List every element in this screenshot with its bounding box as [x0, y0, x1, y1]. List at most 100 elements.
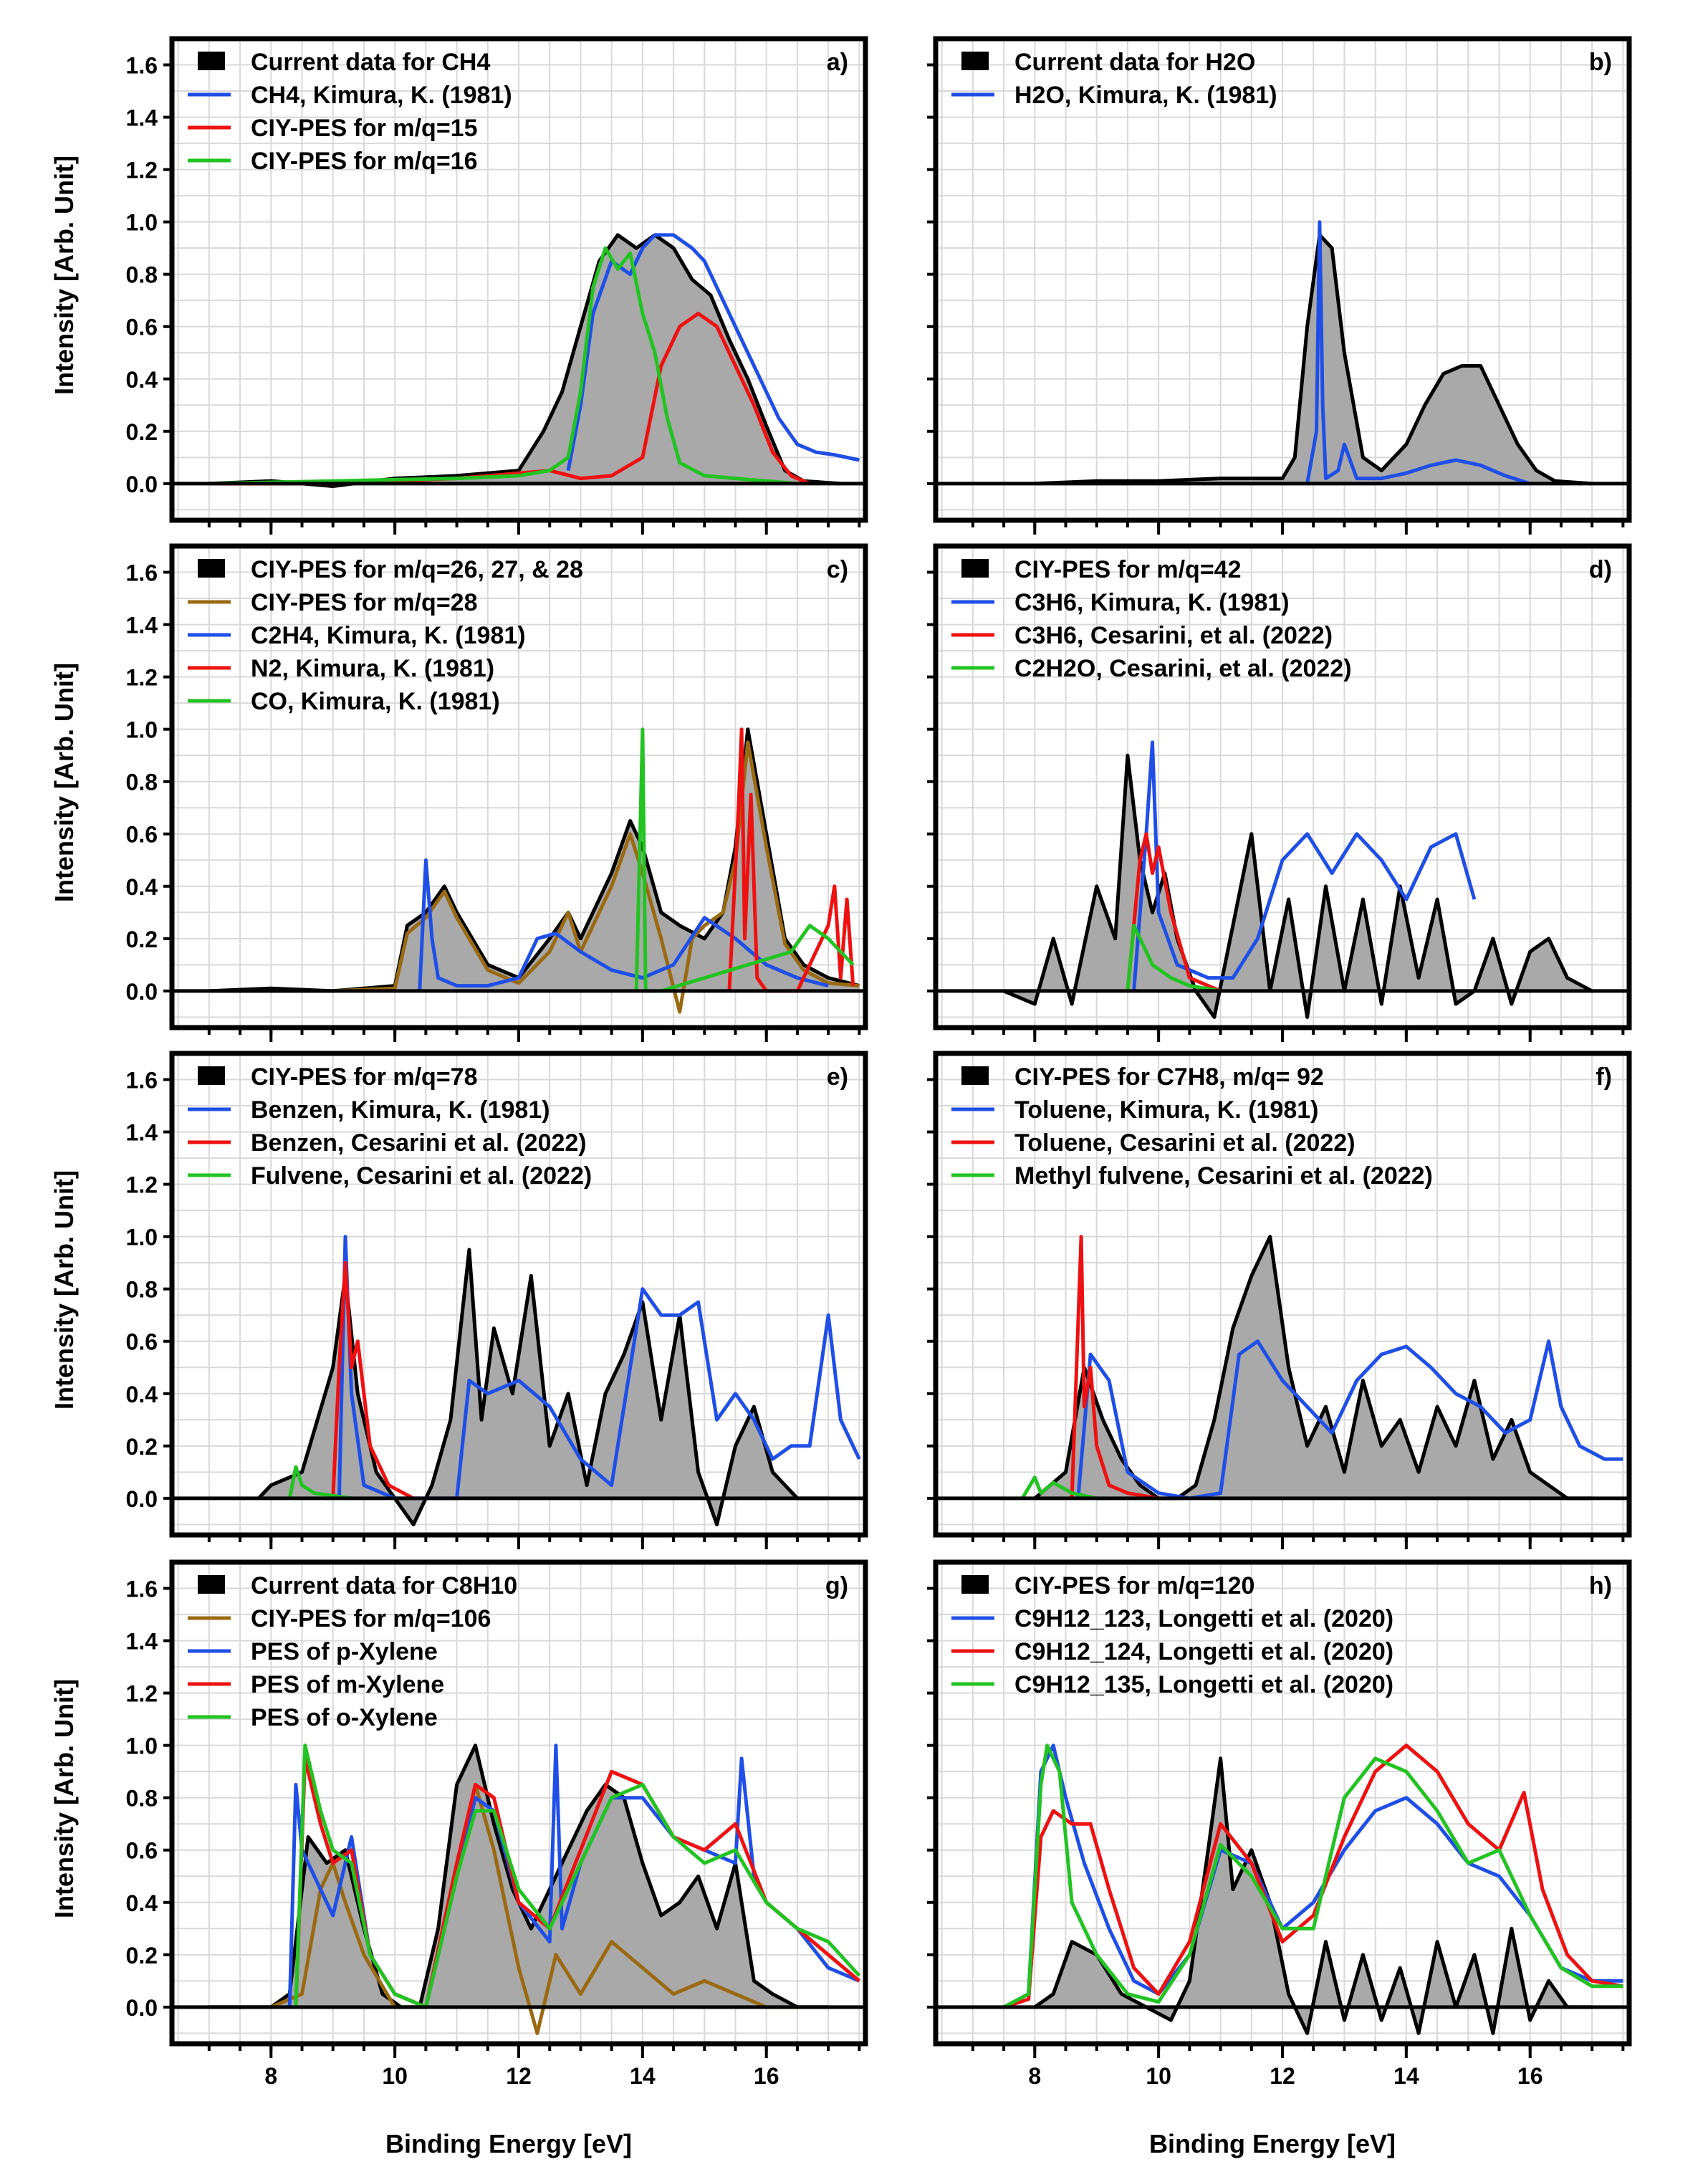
panel-label: d): [1589, 556, 1612, 583]
y-tick-label: 0.2: [126, 1434, 158, 1460]
y-tick-label: 0.2: [126, 419, 158, 445]
y-tick-label: 0.8: [126, 1277, 158, 1303]
legend-fill-swatch: [198, 1575, 225, 1594]
legend-fill-swatch: [961, 559, 989, 578]
panel-g: 0.0 0.2 0.4 0.6 0.8 1.0 1.2 1.4 1.6 8 10 12 14 16 Curr…: [126, 1559, 868, 2089]
x-tick-label: 10: [1146, 2063, 1171, 2089]
legend-label: Current data for CH4: [251, 49, 490, 76]
legend-label: N2, Kimura, K. (1981): [251, 655, 494, 682]
y-tick-label: 0.8: [126, 1786, 158, 1812]
y-tick-label: 1.6: [126, 53, 158, 79]
series-area: [259, 1249, 829, 1525]
legend-label: Fulvene, Cesarini et al. (2022): [251, 1162, 592, 1190]
series-line: [1070, 1235, 1159, 1501]
y-tick-label: 1.2: [126, 1172, 158, 1198]
series-line: [287, 1743, 860, 2009]
y-tick-label: 1.4: [126, 1120, 158, 1146]
legend-label: Current data for C8H10: [251, 1572, 517, 1599]
legend-label: Toluene, Cesarini et al. (2022): [1014, 1129, 1356, 1157]
y-tick-label: 0.2: [126, 927, 158, 952]
y-axis-label: Intensity [Arb. Unit]: [49, 663, 79, 902]
x-axis-label: Binding Energy [eV]: [1149, 2129, 1396, 2158]
legend-label: CIY-PES for m/q=26, 27, & 28: [251, 556, 583, 583]
panel-label: e): [827, 1063, 848, 1091]
panel-label: b): [1589, 49, 1612, 76]
y-tick-label: 1.0: [126, 1733, 158, 1759]
legend-label: H2O, Kimura, K. (1981): [1014, 82, 1277, 109]
y-tick-label: 0.4: [126, 1890, 158, 1916]
series-area: [1035, 234, 1593, 484]
y-tick-label: 1.4: [126, 613, 158, 638]
legend-label: CIY-PES for m/q=120: [1014, 1572, 1254, 1599]
legend-label: Benzen, Cesarini et al. (2022): [251, 1129, 587, 1157]
series-area-outline: [208, 1743, 829, 2009]
series-area-outline: [1033, 1235, 1593, 1501]
series-area-outline: [208, 233, 841, 488]
legend-label: Current data for H2O: [1014, 49, 1255, 76]
x-tick-label: 12: [1270, 2063, 1295, 2089]
series-area: [208, 234, 841, 487]
y-tick-label: 0.4: [126, 1382, 158, 1407]
series-area: [1035, 1236, 1593, 1498]
series-line: [1002, 1743, 1623, 2009]
series-line: [294, 1756, 861, 2009]
x-tick-label: 8: [264, 2063, 277, 2089]
legend-label: PES of p-Xylene: [251, 1638, 438, 1665]
y-tick-label: 0.0: [126, 472, 158, 497]
legend-label: PES of o-Xylene: [251, 1704, 438, 1731]
legend-fill-swatch: [198, 52, 225, 70]
y-tick-label: 0.0: [126, 1486, 158, 1512]
panel-label: h): [1589, 1572, 1612, 1599]
y-tick-label: 0.8: [126, 262, 158, 288]
series-line: [208, 740, 860, 1014]
y-tick-label: 1.0: [126, 717, 158, 743]
y-tick-label: 0.6: [126, 315, 158, 340]
y-tick-label: 0.4: [126, 874, 158, 900]
y-tick-label: 1.2: [126, 158, 158, 183]
legend-label: CIY-PES for m/q=16: [251, 148, 478, 175]
y-axis-label: Intensity [Arb. Unit]: [49, 1679, 79, 1918]
legend-label: C2H4, Kimura, K. (1981): [251, 622, 526, 649]
panel-b: Current data for H2O H2O, Kimura, K. (198…: [927, 36, 1632, 535]
panel-f: CIY-PES for C7H8, m/q= 92 Toluene, Kimura…: [927, 1051, 1632, 1549]
x-tick-label: 10: [382, 2063, 408, 2089]
legend-label: C9H12_135, Longetti et al. (2020): [1014, 1671, 1393, 1698]
series-area-outline: [257, 1248, 829, 1526]
x-tick-label: 16: [754, 2063, 779, 2089]
series-line: [1002, 1743, 1623, 2009]
legend-label: C3H6, Kimura, K. (1981): [1014, 589, 1290, 616]
series-line: [418, 858, 829, 992]
y-tick-label: 1.2: [126, 1681, 158, 1707]
legend-label: CIY-PES for m/q=28: [251, 589, 478, 616]
y-axis-label: Intensity [Arb. Unit]: [49, 156, 79, 395]
y-tick-label: 0.0: [126, 979, 158, 1005]
series-line: [331, 1261, 415, 1501]
series-area: [208, 1745, 829, 2007]
panel-label: c): [827, 556, 848, 583]
series-area-outline: [1035, 233, 1593, 486]
panel-label: a): [827, 49, 848, 76]
panel-e: 0.0 0.2 0.4 0.6 0.8 1.0 1.2 1.4 1.6 CIY-PES for m…: [126, 1051, 868, 1549]
x-axis-label: Binding Energy [eV]: [385, 2129, 632, 2158]
legend-label: CIY-PES for m/q=42: [1014, 556, 1242, 583]
legend-label: CIY-PES for C7H8, m/q= 92: [1014, 1063, 1324, 1091]
legend-label: CO, Kimura, K. (1981): [251, 688, 500, 715]
series-line: [287, 1465, 352, 1501]
legend-fill-swatch: [961, 1066, 989, 1085]
y-tick-label: 1.0: [126, 1225, 158, 1250]
legend-fill-swatch: [961, 1575, 989, 1594]
legend-label: Methyl fulvene, Cesarini et al. (2022): [1014, 1162, 1433, 1190]
x-tick-label: 16: [1517, 2063, 1543, 2089]
series-area-outline: [1033, 1756, 1593, 2035]
legend-fill-swatch: [198, 1066, 225, 1085]
series-line: [1126, 924, 1222, 993]
y-tick-label: 0.8: [126, 770, 158, 795]
y-tick-label: 0.6: [126, 1329, 158, 1355]
legend-label: Toluene, Kimura, K. (1981): [1014, 1096, 1318, 1124]
x-tick-label: 14: [630, 2063, 656, 2089]
panel-label: g): [825, 1572, 848, 1599]
panel-h: 8 10 12 14 16 CIY-PES for m/q=120 C9H12_123, L…: [927, 1559, 1632, 2089]
series-area: [208, 729, 860, 991]
series-line: [208, 1782, 829, 2035]
